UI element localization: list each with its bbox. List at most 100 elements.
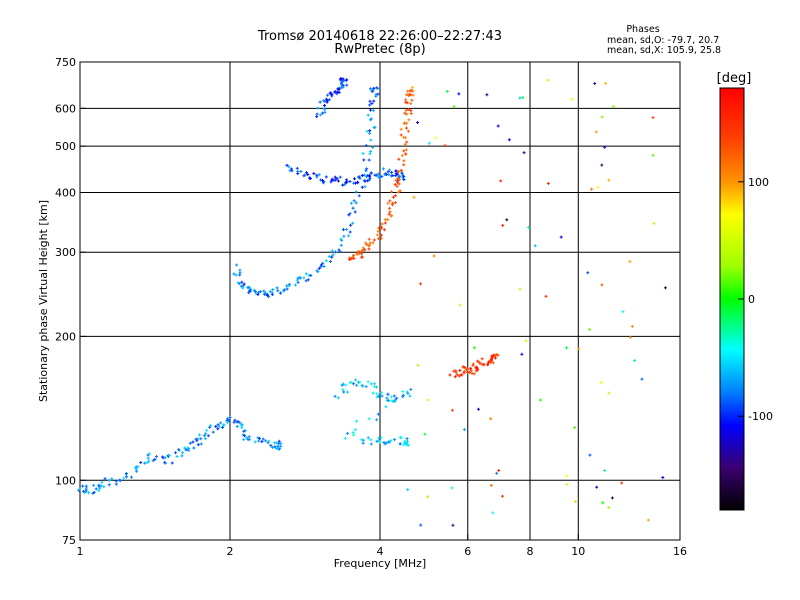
data-point <box>489 483 493 487</box>
data-point <box>450 486 454 490</box>
data-point <box>611 104 615 108</box>
colorbar-tick-label: 0 <box>748 293 755 306</box>
y-tick-label: 200 <box>55 330 76 343</box>
data-point <box>607 505 611 509</box>
data-point <box>419 523 423 527</box>
data-point <box>99 477 118 489</box>
data-point <box>527 226 531 230</box>
data-point <box>507 138 511 142</box>
data-point <box>496 124 500 128</box>
chart-title: Tromsø 20140618 22:26:00–22:27:43 <box>257 29 502 44</box>
data-point <box>343 431 373 445</box>
data-points <box>77 76 667 527</box>
data-point <box>87 483 102 495</box>
data-point <box>661 475 665 479</box>
data-point <box>416 363 420 367</box>
colorbar-ticks: 100 0 -100 <box>738 176 773 423</box>
data-point <box>321 93 334 107</box>
data-point <box>663 286 667 290</box>
data-point <box>412 195 416 199</box>
data-point <box>577 347 581 351</box>
data-point <box>573 426 577 430</box>
data-point <box>369 436 388 446</box>
data-point <box>367 171 382 182</box>
data-point <box>240 423 251 442</box>
y-tick-label: 300 <box>55 246 76 259</box>
y-tick-label: 600 <box>55 102 76 115</box>
data-point <box>416 121 420 125</box>
data-point <box>628 335 632 339</box>
data-point <box>451 523 455 527</box>
x-tick-label: 16 <box>673 545 687 558</box>
data-point <box>248 287 262 296</box>
data-point <box>544 294 548 298</box>
x-tick-label: 6 <box>464 545 471 558</box>
data-point <box>489 417 493 421</box>
data-point <box>524 339 528 343</box>
data-point <box>262 289 274 299</box>
data-point <box>273 441 283 451</box>
data-point <box>423 432 427 436</box>
data-point <box>588 327 592 331</box>
data-point <box>282 276 302 292</box>
data-point <box>565 474 569 478</box>
data-point <box>495 471 499 475</box>
phase-stats-x: mean, sd,X: 105.9, 25.8 <box>607 45 721 56</box>
data-point <box>448 369 464 379</box>
data-point <box>134 453 151 470</box>
y-tick-label: 750 <box>55 56 76 69</box>
data-point <box>360 237 375 253</box>
y-tick-label: 500 <box>55 140 76 153</box>
grid-lines <box>80 62 680 540</box>
x-axis-label: Frequency [MHz] <box>334 557 426 570</box>
data-point <box>434 136 438 140</box>
data-point <box>521 96 525 100</box>
data-point <box>372 225 383 242</box>
data-point <box>500 494 504 498</box>
data-point <box>600 283 604 287</box>
data-point <box>426 495 430 499</box>
x-tick-label: 2 <box>227 545 234 558</box>
data-point <box>177 440 196 452</box>
data-point <box>349 378 370 388</box>
data-point <box>194 432 208 447</box>
data-point <box>651 153 655 157</box>
data-point <box>232 263 244 285</box>
data-point <box>533 244 537 248</box>
data-point <box>410 86 414 90</box>
data-point <box>520 352 524 356</box>
data-point <box>458 303 462 307</box>
data-point <box>443 143 447 147</box>
data-point <box>586 271 590 275</box>
data-point <box>379 391 396 403</box>
data-point <box>341 206 355 238</box>
data-point <box>457 92 461 96</box>
data-point <box>604 81 608 85</box>
data-point <box>646 518 650 522</box>
colorbar-label: [deg] <box>717 71 752 86</box>
data-point <box>607 178 611 182</box>
data-point <box>317 255 334 270</box>
data-point <box>380 210 394 232</box>
data-point <box>538 398 542 402</box>
data-point <box>596 185 600 189</box>
data-point <box>225 418 244 428</box>
data-point <box>621 310 625 314</box>
x-tick-label: 8 <box>527 545 534 558</box>
data-point <box>588 453 592 457</box>
data-point <box>339 76 349 87</box>
data-point <box>427 141 431 145</box>
data-point <box>77 484 88 495</box>
data-point <box>559 235 563 239</box>
data-point <box>426 398 430 402</box>
data-point <box>491 511 495 515</box>
data-point <box>633 359 637 363</box>
data-point <box>603 145 607 149</box>
data-point <box>406 488 410 492</box>
data-point <box>607 391 611 395</box>
data-point <box>298 269 320 283</box>
data-point <box>216 415 232 430</box>
data-point <box>117 467 139 483</box>
data-point <box>501 223 505 227</box>
data-point <box>518 96 522 100</box>
